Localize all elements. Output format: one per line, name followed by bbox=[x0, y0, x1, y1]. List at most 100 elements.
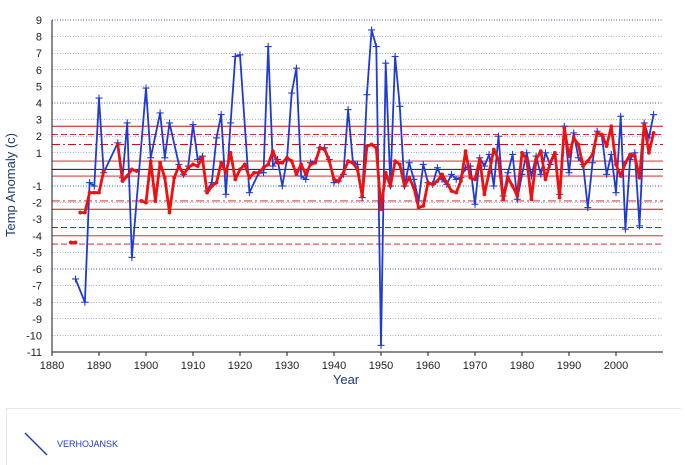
series-2-point bbox=[120, 179, 125, 183]
series-2-point bbox=[374, 145, 379, 150]
series-2-point bbox=[440, 172, 444, 177]
series-2-point bbox=[487, 170, 491, 175]
series-2-point bbox=[430, 182, 435, 187]
series-2-point bbox=[553, 150, 557, 155]
series-2-point bbox=[595, 130, 600, 135]
series-1-marker bbox=[419, 160, 427, 168]
series-1-marker bbox=[589, 159, 596, 167]
series-2-point bbox=[68, 240, 73, 245]
series-1-marker bbox=[391, 53, 399, 61]
x-axis-label: Year bbox=[333, 372, 360, 387]
y-tick-label: 5 bbox=[36, 81, 42, 93]
series-2-point bbox=[628, 152, 632, 157]
series-1-marker bbox=[81, 298, 89, 306]
series-2-point bbox=[402, 184, 407, 188]
series-1-marker bbox=[410, 175, 418, 183]
series-2-point bbox=[134, 169, 139, 173]
y-tick-label: 1 bbox=[36, 148, 42, 160]
series-1-marker bbox=[292, 64, 300, 72]
series-2-point bbox=[195, 164, 200, 168]
series-2-point bbox=[224, 170, 228, 175]
series-1-marker bbox=[452, 175, 460, 183]
series-1-marker bbox=[471, 200, 479, 208]
series-1-marker bbox=[72, 275, 79, 283]
series-1-marker bbox=[650, 111, 658, 119]
y-tick-labels: 9 8 7 6 5 4 3 2 1 -1 -2 -3 -4 -5 -6 -7 -8 -9 -10 -11 bbox=[26, 15, 42, 359]
series-2-point bbox=[482, 192, 487, 197]
y-tick-label: 4 bbox=[36, 98, 42, 110]
series-1-marker bbox=[245, 189, 253, 197]
y-tick-label: -3 bbox=[32, 214, 42, 226]
series-1-marker bbox=[161, 154, 169, 162]
y-tick-label: -7 bbox=[32, 281, 42, 293]
y-tick-label: -2 bbox=[32, 198, 42, 210]
series-2-point bbox=[144, 200, 148, 205]
series-1-marker bbox=[480, 162, 488, 170]
series-1-marker bbox=[123, 119, 131, 127]
series-2-point bbox=[299, 162, 303, 167]
series-2-point bbox=[318, 145, 322, 150]
series-1-marker bbox=[288, 89, 296, 97]
x-tick-label: 1950 bbox=[369, 360, 393, 372]
legend-line-swatch bbox=[24, 432, 48, 456]
series-1-marker bbox=[523, 149, 531, 157]
series-1-marker bbox=[621, 225, 629, 233]
series-1-marker bbox=[302, 175, 310, 183]
series-2-point bbox=[261, 165, 266, 170]
series-2-point bbox=[200, 155, 205, 160]
series-1-marker bbox=[509, 150, 517, 158]
series-2-point bbox=[125, 174, 130, 178]
series-2-point bbox=[97, 190, 101, 195]
series-2-point bbox=[496, 157, 501, 162]
series-2-point bbox=[379, 207, 383, 212]
series-2-point bbox=[407, 175, 412, 180]
series-1-marker bbox=[269, 162, 277, 170]
grid bbox=[52, 19, 663, 353]
x-tick-label: 1970 bbox=[463, 360, 487, 372]
series-1-marker bbox=[542, 149, 549, 157]
y-tick-label: 2 bbox=[36, 131, 42, 143]
series-1-marker bbox=[344, 106, 352, 114]
y-tick-label: -9 bbox=[32, 314, 42, 326]
series-2-point bbox=[524, 157, 529, 162]
x-tick-label: 2000 bbox=[604, 360, 628, 372]
series-2-point bbox=[266, 162, 271, 167]
series-1-marker bbox=[504, 169, 512, 177]
series-2-point bbox=[139, 199, 144, 203]
series-2-point bbox=[454, 190, 459, 195]
x-tick-label: 1900 bbox=[134, 360, 158, 372]
series-2-point bbox=[393, 159, 397, 164]
series-2-point bbox=[350, 160, 355, 165]
series-2-point bbox=[538, 149, 543, 154]
series-2-point bbox=[449, 189, 454, 193]
x-tick-label: 1980 bbox=[510, 360, 534, 372]
series-2-point bbox=[209, 184, 214, 188]
series-2-point bbox=[256, 170, 261, 175]
series-2-point bbox=[336, 179, 341, 183]
series-2-point bbox=[501, 197, 506, 202]
series-2-point bbox=[341, 170, 346, 175]
series-2-point bbox=[162, 175, 167, 180]
x-tick-label: 1940 bbox=[322, 360, 346, 372]
y-tick-label: -11 bbox=[27, 347, 42, 359]
series-2-point bbox=[562, 126, 567, 130]
series-2-point bbox=[421, 204, 426, 208]
x-tick-label: 1880 bbox=[40, 360, 64, 372]
series-2-point bbox=[543, 177, 548, 182]
series-2-point bbox=[397, 162, 402, 167]
series-2-point bbox=[477, 157, 482, 162]
series-1-marker bbox=[213, 134, 220, 142]
series-1-marker bbox=[603, 170, 611, 178]
series-2-point bbox=[365, 144, 369, 149]
series-2-point bbox=[294, 172, 299, 177]
series-2-point bbox=[637, 175, 642, 180]
series-2-point bbox=[355, 167, 360, 172]
series-1-marker bbox=[264, 43, 272, 51]
x-tick-label: 1930 bbox=[275, 360, 299, 372]
series-2-point bbox=[651, 130, 656, 135]
series-1-marker bbox=[90, 182, 98, 190]
y-tick-label: -6 bbox=[32, 264, 42, 276]
y-tick-label: 3 bbox=[36, 115, 42, 127]
series-2-point bbox=[242, 162, 247, 167]
series-2-point bbox=[148, 159, 153, 164]
